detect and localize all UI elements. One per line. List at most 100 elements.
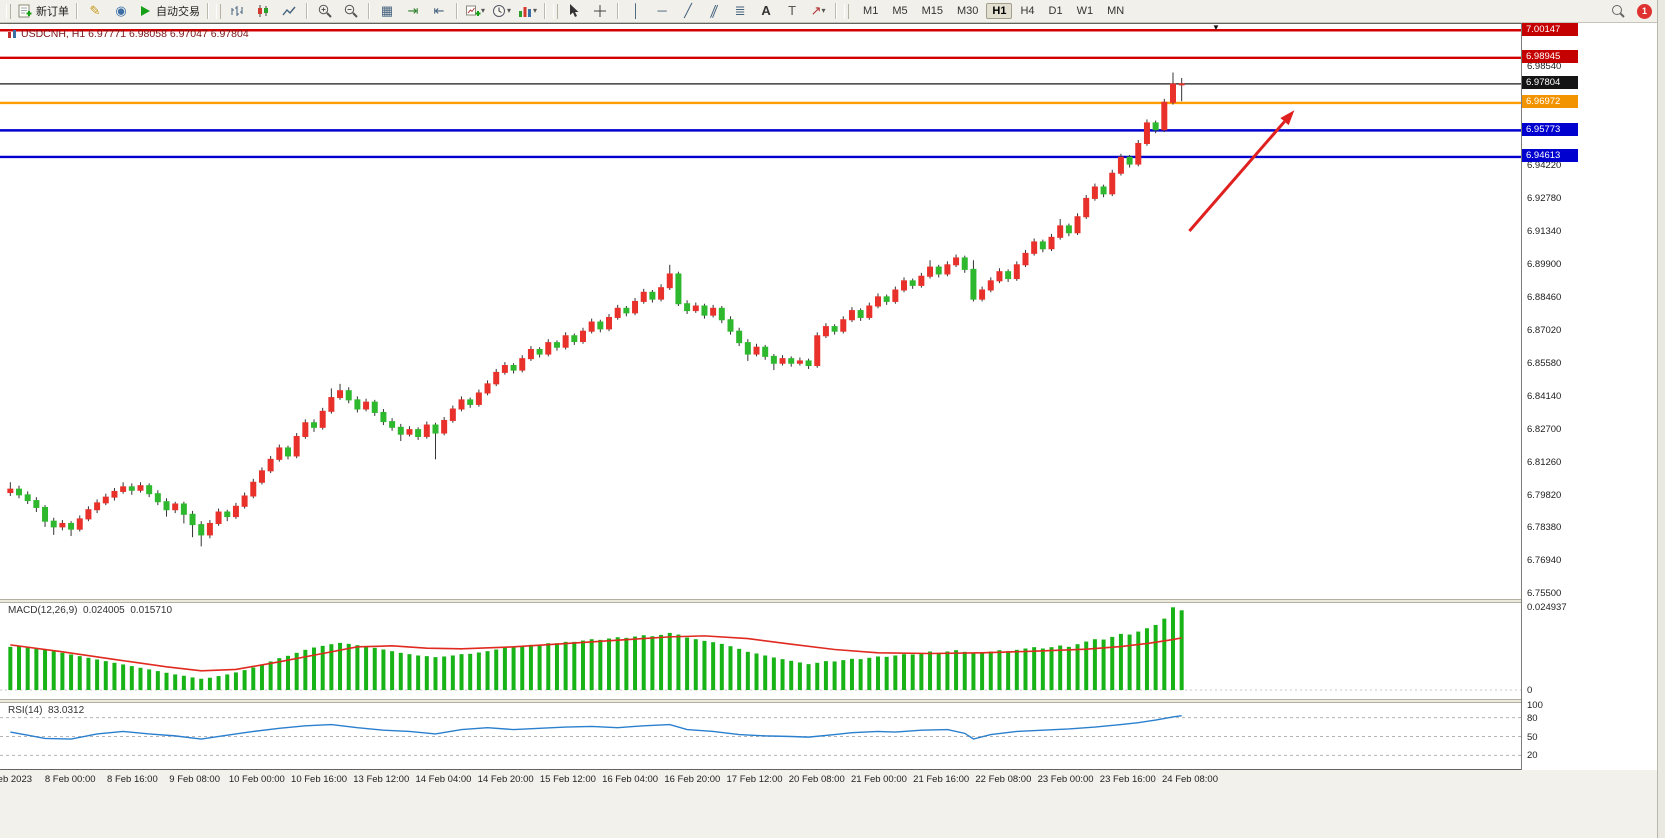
auto-scroll-button[interactable]: ⇥ [400, 0, 426, 22]
chart-shift-marker-icon[interactable]: ▼ [1212, 23, 1220, 32]
indicators-icon [517, 3, 533, 19]
periods-dropdown-icon: ▾ [507, 6, 512, 15]
vertical-line-tool-button[interactable]: │ [623, 0, 649, 22]
zoom-in-button[interactable] [312, 0, 338, 22]
toolbar-grip[interactable] [553, 3, 559, 19]
trend-arrow-annotation[interactable] [1188, 110, 1295, 232]
macd-pane[interactable]: MACD(12,26,9) 0.024005 0.015710 [0, 603, 1521, 700]
arrows-tool-button[interactable]: ↗ ▾ [805, 0, 831, 22]
crosshair-icon [592, 3, 608, 19]
window-scrollbar[interactable] [1657, 0, 1665, 838]
arrows-tool-icon: ↗ [810, 3, 822, 18]
price-chart-pane[interactable]: USDCNH, H1 6.97771 6.98058 6.97047 6.978… [0, 23, 1521, 599]
rsi-axis-label: 80 [1527, 712, 1538, 724]
time-axis-label: 23 Feb 00:00 [1037, 774, 1094, 785]
text-tool-icon: A [761, 3, 771, 18]
time-axis-label: 8 Feb 16:00 [107, 774, 158, 785]
price-axis-label: 6.98540 [1527, 61, 1562, 73]
text-tool-button[interactable]: A [753, 0, 779, 22]
rsi-name: RSI(14) [8, 705, 43, 716]
zoom-out-button[interactable] [338, 0, 364, 22]
timeframe-button-h1[interactable]: H1 [986, 3, 1013, 19]
main-toolbar: 新订单 ✎ ◉ 自动交易 [0, 0, 1665, 23]
timeframe-group: M1 M5 M15 M30 H1 H4 D1 W1 MN [856, 3, 1131, 19]
timeframe-button-h4[interactable]: H4 [1020, 5, 1035, 17]
horizontal-line-objects[interactable] [0, 29, 1521, 159]
time-axis[interactable]: 7 Feb 2023 8 Feb 00:00 8 Feb 16:00 9 Feb 08… [0, 770, 1657, 790]
toolbar-separator [368, 3, 370, 19]
auto-trading-icon [137, 3, 153, 19]
macd-signal-line [10, 635, 1182, 672]
price-line-badge: 6.94613 [1522, 149, 1578, 163]
toolbar-grip[interactable] [216, 3, 221, 19]
zoom-out-icon [343, 3, 359, 19]
trendline-icon: ╱ [684, 3, 692, 18]
auto-trading-button[interactable]: 自动交易 [134, 0, 203, 22]
auto-scroll-icon: ⇥ [407, 3, 419, 18]
candlestick-chart-button[interactable] [250, 0, 276, 22]
toolbar-separator [76, 3, 78, 19]
community-button[interactable]: ◉ [108, 0, 134, 22]
toolbar-right-group: 1 [1605, 0, 1662, 22]
line-chart-icon [281, 3, 297, 19]
candlestick-chart [0, 29, 1521, 547]
timeframe-button-m1[interactable]: M1 [863, 5, 879, 17]
zoom-in-icon [317, 3, 333, 19]
notification-badge[interactable]: 1 [1637, 3, 1652, 19]
time-axis-label: 9 Feb 08:00 [169, 774, 220, 785]
toolbar-grip[interactable] [6, 3, 11, 19]
time-axis-label: 21 Feb 00:00 [850, 774, 907, 785]
toolbar-grip[interactable] [844, 3, 850, 19]
price-axis-label: 6.87020 [1527, 324, 1562, 336]
timeframe-button-m5[interactable]: M5 [892, 5, 908, 17]
cursor-button[interactable] [561, 0, 587, 22]
toolbar-separator [456, 3, 458, 19]
price-axis-label: 6.75500 [1527, 588, 1562, 600]
crosshair-button[interactable] [587, 0, 613, 22]
rsi-label: RSI(14) 83.0312 [8, 705, 84, 716]
chart-title-text: USDCNH, H1 6.97771 6.98058 6.97047 6.978… [21, 28, 249, 40]
horizontal-line-tool-button[interactable]: ─ [649, 0, 675, 22]
channel-tool-button[interactable]: ∥ [701, 0, 727, 22]
rsi-pane[interactable]: RSI(14) 83.0312 [0, 703, 1521, 770]
macd-value-signal: 0.015710 [130, 605, 173, 616]
tile-windows-button[interactable]: ▦ [374, 0, 400, 22]
timeframe-button-w1[interactable]: W1 [1076, 5, 1094, 17]
new-order-icon [17, 3, 33, 19]
indicators-dropdown-icon: ▾ [533, 6, 538, 15]
time-axis-label: 7 Feb 2023 [0, 774, 33, 785]
indicators-button[interactable]: ▾ [514, 0, 540, 22]
bar-chart-icon [229, 3, 245, 19]
timeframe-button-m15[interactable]: M15 [921, 5, 944, 17]
fibonacci-tool-button[interactable]: ≣ [727, 0, 753, 22]
metaeditor-button[interactable]: ✎ [82, 0, 108, 22]
new-chart-button[interactable]: ▾ [462, 0, 488, 22]
periods-button[interactable]: ▾ [488, 0, 514, 22]
time-axis-label: 17 Feb 12:00 [726, 774, 783, 785]
search-button[interactable] [1605, 0, 1631, 22]
toolbar-separator [617, 3, 620, 19]
macd-chart [0, 607, 1521, 691]
community-icon: ◉ [115, 3, 127, 18]
toolbar-separator [306, 3, 308, 19]
macd-histogram [8, 607, 1184, 691]
rsi-axis-label: 50 [1527, 731, 1538, 743]
horizontal-line-icon: ─ [657, 3, 667, 18]
line-chart-button[interactable] [276, 0, 302, 22]
macd-axis-label: 0 [1527, 685, 1533, 697]
arrows-dropdown-icon: ▾ [821, 6, 826, 15]
new-order-button[interactable]: 新订单 [14, 0, 72, 22]
label-tool-button[interactable]: T [779, 0, 805, 22]
timeframe-button-mn[interactable]: MN [1107, 5, 1125, 17]
bar-chart-button[interactable] [224, 0, 250, 22]
pane-splitter[interactable] [0, 699, 1657, 703]
chart-shift-button[interactable]: ⇤ [426, 0, 452, 22]
time-axis-label: 22 Feb 08:00 [975, 774, 1032, 785]
time-axis-label: 21 Feb 16:00 [913, 774, 970, 785]
price-axis[interactable]: 6.999806.985406.971006.956606.942206.927… [1521, 22, 1657, 770]
timeframe-button-d1[interactable]: D1 [1048, 5, 1063, 17]
trendline-tool-button[interactable]: ╱ [675, 0, 701, 22]
timeframe-button-m30[interactable]: M30 [957, 5, 979, 17]
pane-splitter[interactable] [0, 599, 1657, 603]
